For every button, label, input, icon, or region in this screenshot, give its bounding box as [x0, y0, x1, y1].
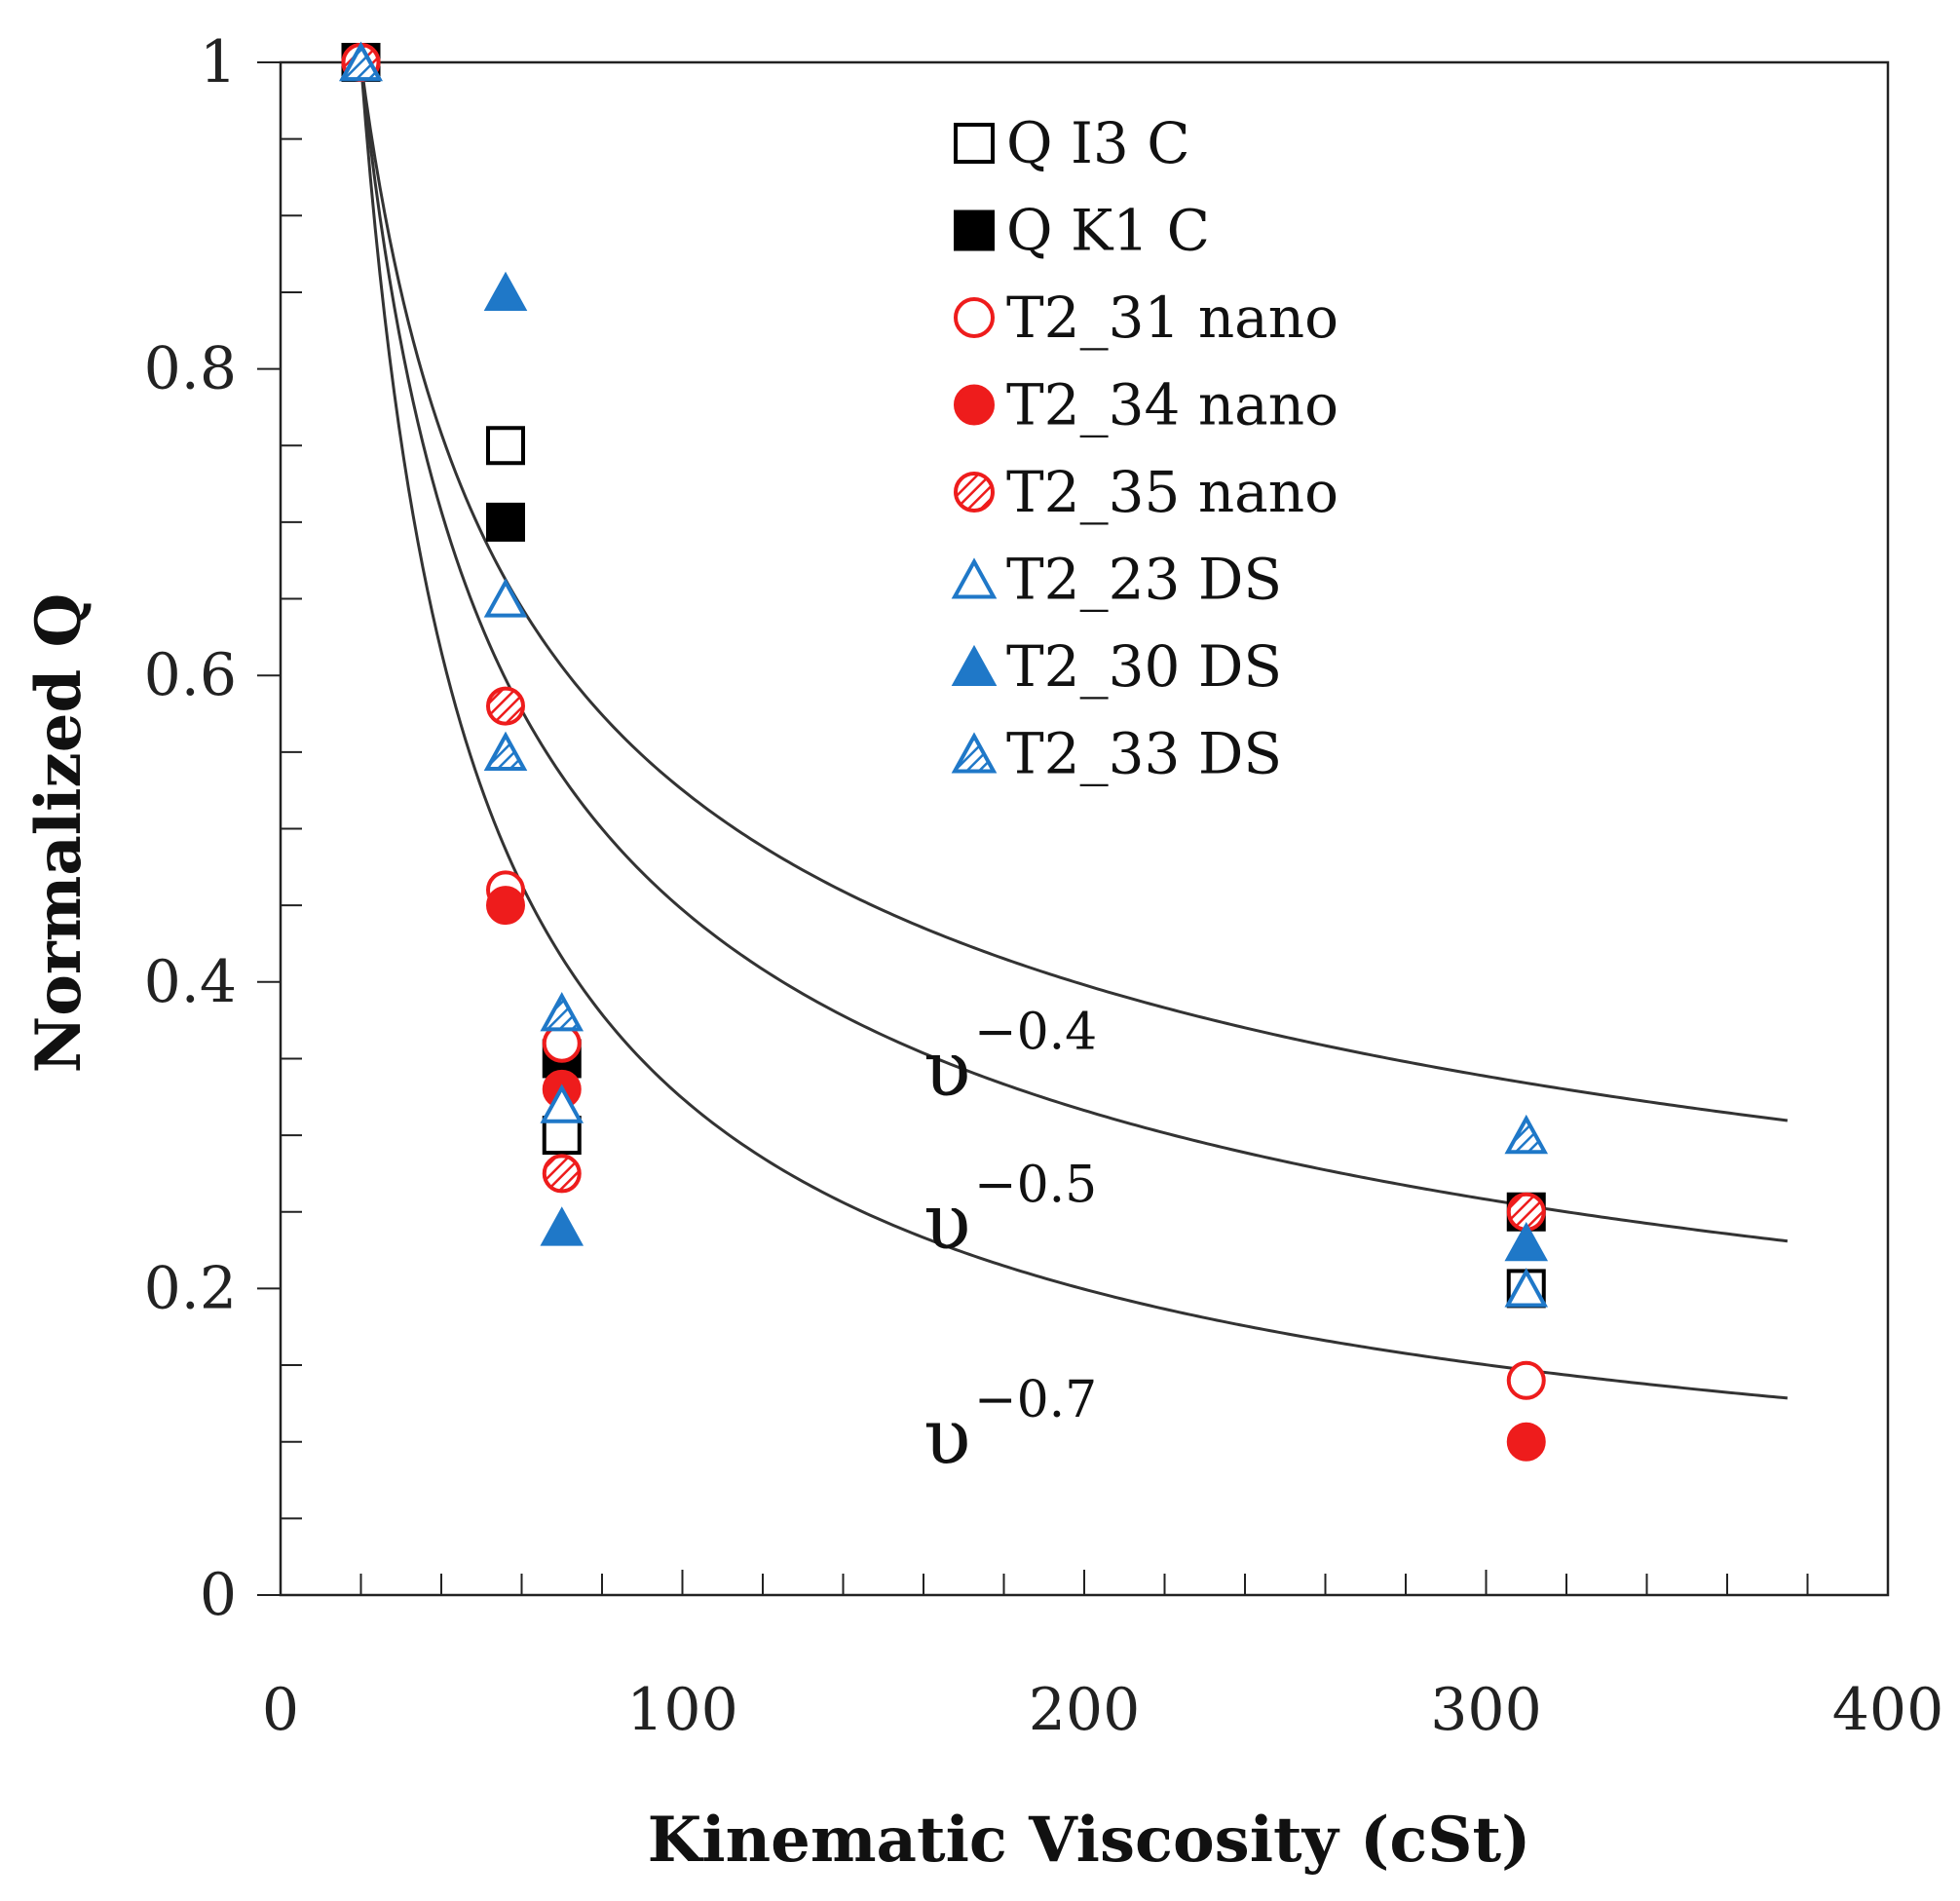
legend-label-q-k1-c: Q K1 C	[1006, 198, 1210, 264]
y-tick-label: 1	[200, 28, 237, 96]
curve-line	[359, 61, 1789, 1122]
x-tick-label: 200	[1029, 1676, 1141, 1744]
y-tick-label: 0.6	[144, 641, 237, 709]
legend-label-t2-23-ds: T2_23 DS	[1006, 547, 1282, 613]
y-tick-label: 0	[200, 1561, 237, 1629]
data-point-q-i3-c	[486, 426, 525, 466]
data-point-t2-30-ds	[483, 271, 528, 312]
data-point-t2-35-nano	[542, 1154, 582, 1194]
x-axis-title: Kinematic Viscosity (cSt)	[648, 1804, 1531, 1877]
x-tick-label: 100	[626, 1676, 738, 1744]
data-point-t2-33-ds	[540, 992, 584, 1032]
legend-marker-q-i3-c	[954, 123, 995, 164]
data-point-t2-30-ds	[540, 1206, 584, 1246]
data-point-t2-35-nano	[486, 686, 525, 726]
legend-marker-t2-23-ds	[951, 557, 998, 599]
legend-marker-t2-31-nano	[954, 297, 995, 338]
legend-marker-t2-34-nano	[954, 384, 995, 426]
legend: Q I3 C Q K1 C T2_31 nano T2_34 nano T2_35 na…	[951, 110, 1338, 787]
data-point-t2-33-ds	[483, 731, 528, 771]
curve-label-base: υ	[923, 1023, 971, 1114]
curve-line	[359, 61, 1789, 1243]
curve-label-exponent: −0.5	[974, 1157, 1097, 1215]
legend-marker-t2-35-nano	[954, 472, 995, 513]
legend-label-t2-34-nano: T2_34 nano	[1006, 372, 1338, 438]
data-point-t2-23-ds	[540, 1084, 584, 1123]
y-axis-title: Normalized Q	[22, 593, 95, 1074]
curve-line	[359, 61, 1789, 1400]
data-point-t2-31-nano	[1506, 1360, 1546, 1400]
data-points	[339, 41, 1549, 1462]
curve-label-exponent: −0.4	[974, 1003, 1097, 1061]
legend-marker-t2-30-ds	[951, 644, 998, 687]
curve-annotations: υ −0.4υ −0.5υ −0.7	[923, 1003, 1097, 1482]
data-point-t2-34-nano	[1506, 1422, 1546, 1462]
legend-label-t2-31-nano: T2_31 nano	[1006, 285, 1338, 351]
legend-label-t2-33-ds: T2_33 DS	[1006, 721, 1282, 787]
x-tick-label: 0	[262, 1676, 299, 1744]
data-point-q-k1-c	[486, 502, 525, 542]
data-point-t2-33-ds	[1504, 1114, 1549, 1155]
legend-label-t2-30-ds: T2_30 DS	[1006, 633, 1282, 700]
x-tick-label: 300	[1430, 1676, 1542, 1744]
data-point-t2-23-ds	[483, 578, 528, 618]
y-tick-label: 0.8	[144, 335, 237, 403]
data-point-t2-30-ds	[1504, 1221, 1549, 1262]
legend-marker-t2-33-ds	[951, 732, 998, 774]
data-point-t2-34-nano	[486, 886, 525, 926]
y-tick-label: 0.4	[144, 948, 237, 1016]
data-point-t2-23-ds	[1504, 1268, 1549, 1308]
curve-label-exponent: −0.7	[974, 1371, 1097, 1429]
legend-label-q-i3-c: Q I3 C	[1006, 110, 1190, 176]
y-tick-label: 0.2	[144, 1254, 237, 1322]
data-point-t2-33-ds	[339, 41, 383, 82]
legend-marker-q-k1-c	[954, 209, 995, 251]
curve-label-base: υ	[923, 1177, 971, 1268]
axes: 0 100 200 300 400 0 0.2 0.4 0.6 0.8 1	[144, 28, 1944, 1744]
power-law-curves	[359, 61, 1789, 1400]
legend-label-t2-35-nano: T2_35 nano	[1006, 459, 1338, 525]
x-tick-label: 400	[1832, 1676, 1944, 1744]
curve-label-base: υ	[923, 1391, 971, 1482]
